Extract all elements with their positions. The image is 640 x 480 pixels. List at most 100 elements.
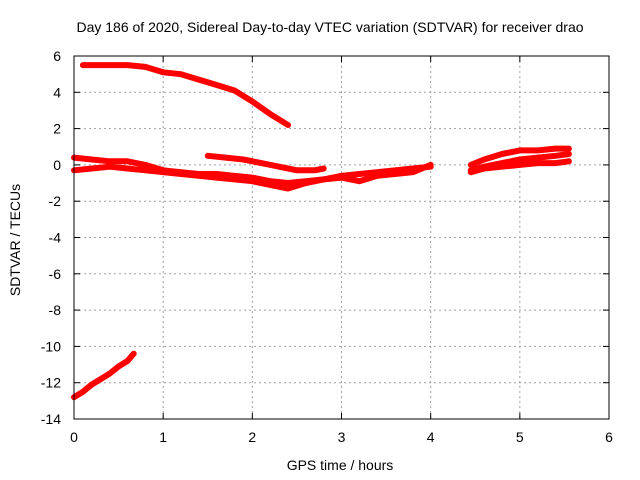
data-point-arc-6 (517, 147, 523, 153)
data-point-arc-2 (356, 171, 362, 177)
x-tick-label: 4 (427, 429, 435, 445)
data-point-arc-2 (285, 180, 291, 186)
x-tick-label: 2 (248, 429, 256, 445)
data-point-arc-2 (107, 158, 113, 164)
data-point-arc-6 (553, 146, 558, 152)
data-point-arc-3 (178, 171, 184, 177)
y-tick-label: -2 (49, 193, 62, 209)
data-point-arc-4 (312, 167, 318, 173)
data-point-arc-1 (214, 82, 220, 88)
data-point-arc-3 (89, 166, 95, 171)
data-point-arc-3 (232, 176, 237, 182)
data-point-arc-1 (232, 88, 237, 93)
data-point-arc-6 (481, 157, 487, 162)
data-point-arc-3 (339, 175, 344, 181)
data-point-arc-8 (499, 164, 505, 170)
data-point-arc-3 (303, 180, 309, 186)
x-tick-label: 3 (338, 429, 346, 445)
y-axis-label: SDTVAR / TECUs (7, 184, 23, 296)
data-point-arc-8 (535, 160, 541, 166)
data-point-arc-2 (89, 157, 95, 162)
y-tick-label: -6 (49, 266, 62, 282)
data-point-arc-3 (160, 169, 166, 175)
data-point-arc-3 (249, 178, 255, 184)
y-tick-label: 6 (53, 48, 61, 64)
data-point-arc-1 (160, 69, 166, 75)
data-point-arc-5 (131, 351, 137, 357)
series-group (71, 62, 572, 401)
data-point-arc-1 (80, 62, 86, 68)
chart-title: Day 186 of 2020, Sidereal Day-to-day VTE… (76, 19, 583, 35)
data-point-arc-1 (178, 71, 184, 77)
data-point-arc-8 (553, 160, 558, 166)
data-point-arc-1 (285, 122, 291, 128)
y-tick-label: 0 (53, 157, 61, 173)
data-point-arc-3 (107, 164, 113, 170)
data-point-arc-4 (321, 166, 327, 171)
x-axis-label: GPS time / hours (287, 457, 394, 473)
series-line-arc-4 (204, 152, 327, 174)
data-point-arc-3 (125, 166, 130, 171)
data-point-arc-8 (481, 166, 487, 171)
data-point-arc-1 (267, 111, 273, 117)
data-point-arc-7 (553, 153, 558, 159)
data-point-arc-7 (517, 157, 523, 162)
y-tick-label: -4 (49, 230, 62, 246)
data-point-arc-3 (392, 171, 398, 177)
data-point-arc-5 (107, 371, 113, 377)
data-point-arc-3 (142, 167, 148, 173)
data-point-arc-3 (410, 169, 416, 175)
data-point-arc-7 (566, 151, 572, 157)
data-point-arc-5 (116, 363, 122, 369)
data-point-arc-6 (468, 162, 474, 168)
data-point-arc-1 (142, 64, 148, 70)
data-point-arc-5 (98, 376, 104, 382)
data-point-arc-4 (240, 157, 246, 162)
data-point-arc-3 (196, 173, 202, 179)
data-point-arc-6 (566, 146, 572, 152)
x-tick-label: 5 (516, 429, 524, 445)
data-point-arc-7 (535, 155, 541, 161)
data-point-arc-3 (374, 173, 380, 179)
data-point-arc-1 (98, 62, 104, 68)
data-point-arc-1 (125, 62, 130, 68)
data-point-arc-3 (214, 175, 220, 181)
y-tick-label: -14 (41, 411, 61, 427)
data-point-arc-3 (356, 178, 362, 184)
data-point-arc-4 (258, 160, 264, 166)
data-point-arc-2 (142, 162, 148, 168)
data-point-arc-4 (276, 164, 282, 170)
data-point-arc-3 (267, 182, 273, 188)
data-point-arc-1 (196, 77, 202, 83)
data-point-arc-8 (468, 169, 474, 175)
data-point-arc-2 (125, 158, 130, 164)
data-point-arc-4 (205, 153, 211, 159)
data-point-arc-1 (116, 62, 122, 68)
y-tick-label: -10 (41, 338, 61, 354)
y-tick-label: 2 (53, 121, 61, 137)
data-point-arc-4 (294, 167, 300, 173)
x-tick-label: 1 (159, 429, 167, 445)
data-point-arc-3 (428, 162, 434, 168)
data-point-arc-4 (223, 155, 229, 161)
data-point-arc-6 (535, 147, 541, 153)
data-point-arc-8 (566, 158, 572, 164)
data-point-arc-1 (249, 98, 255, 104)
data-point-arc-8 (517, 162, 523, 168)
x-tick-label: 0 (70, 429, 78, 445)
data-point-arc-3 (321, 176, 327, 182)
data-point-arc-3 (285, 186, 291, 191)
data-point-arc-6 (499, 151, 505, 157)
grid (74, 56, 609, 419)
axis-ticks: 0 1 2 3 4 5 6 -14 -12 -10 -8 -6 -4 -2 0 2 4 6 (41, 48, 613, 445)
x-tick-label: 6 (605, 429, 613, 445)
y-tick-label: -12 (41, 375, 61, 391)
y-tick-label: 4 (53, 84, 61, 100)
data-point-arc-5 (125, 358, 130, 364)
series-line-arc-1 (79, 62, 291, 128)
y-tick-label: -8 (49, 302, 62, 318)
data-point-arc-5 (89, 382, 95, 387)
data-point-arc-5 (80, 389, 86, 395)
